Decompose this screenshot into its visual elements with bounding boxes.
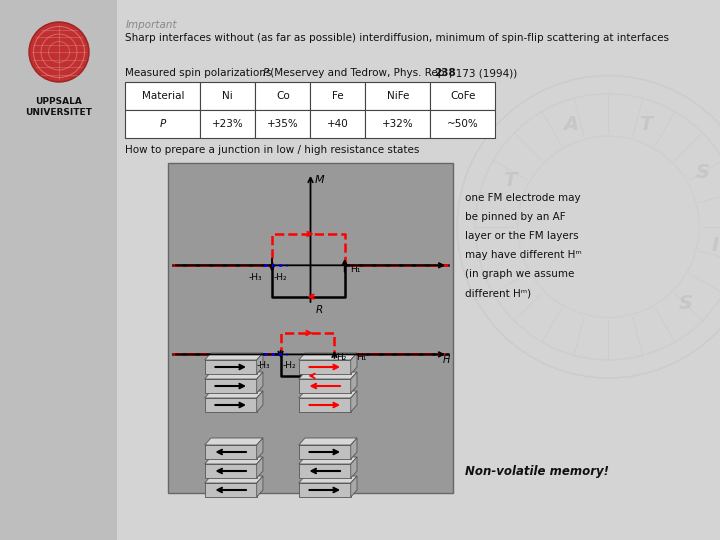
Polygon shape	[204, 438, 263, 445]
Text: ~50%: ~50%	[447, 119, 479, 129]
Bar	[204, 360, 257, 374]
Polygon shape	[299, 457, 357, 464]
Polygon shape	[299, 372, 357, 379]
Polygon shape	[204, 391, 263, 398]
Text: (in graph we assume: (in graph we assume	[465, 269, 575, 279]
Text: H₁: H₁	[356, 353, 366, 362]
Polygon shape	[351, 391, 357, 412]
Text: R: R	[315, 305, 323, 315]
Polygon shape	[299, 391, 357, 398]
Text: Co: Co	[276, 91, 289, 101]
Text: P: P	[160, 119, 166, 129]
Bar	[256, 82, 310, 110]
Text: S: S	[678, 294, 693, 313]
Polygon shape	[204, 476, 263, 483]
Text: -H₂: -H₂	[274, 273, 288, 282]
Text: H: H	[443, 355, 450, 366]
Text: T: T	[639, 115, 652, 134]
Text: (Meservey and Tedrow, Phys. Rep.: (Meservey and Tedrow, Phys. Rep.	[267, 68, 451, 78]
Text: , 173 (1994)): , 173 (1994))	[449, 68, 517, 78]
Text: Important: Important	[125, 20, 177, 30]
Bar	[168, 163, 453, 493]
Polygon shape	[204, 457, 263, 464]
Bar	[204, 464, 257, 478]
Text: layer or the FM layers: layer or the FM layers	[465, 231, 579, 241]
Text: Sharp interfaces without (as far as possible) interdiffusion, minimum of spin-fl: Sharp interfaces without (as far as poss…	[125, 33, 670, 43]
Polygon shape	[351, 438, 357, 459]
Text: M: M	[315, 175, 324, 185]
Text: different Hᵐ): different Hᵐ)	[465, 288, 531, 298]
Text: UPPSALA
UNIVERSITET: UPPSALA UNIVERSITET	[26, 97, 92, 117]
Bar	[125, 110, 200, 138]
Bar	[431, 110, 495, 138]
Bar	[365, 110, 431, 138]
Text: How to prepare a junction in low / high resistance states: How to prepare a junction in low / high …	[125, 145, 420, 155]
Text: Ni: Ni	[222, 91, 233, 101]
Bar	[204, 483, 257, 497]
Text: -H₃: -H₃	[248, 273, 262, 282]
Polygon shape	[351, 372, 357, 393]
Bar	[310, 82, 365, 110]
Polygon shape	[299, 438, 357, 445]
Polygon shape	[299, 353, 357, 360]
Polygon shape	[204, 372, 263, 379]
Text: may have different Hᵐ: may have different Hᵐ	[465, 250, 582, 260]
Bar	[204, 398, 257, 412]
Bar	[200, 82, 256, 110]
Text: +35%: +35%	[267, 119, 299, 129]
Bar	[299, 445, 351, 459]
Text: A: A	[564, 115, 579, 134]
Bar	[299, 379, 351, 393]
Text: 238: 238	[434, 68, 456, 78]
Bar	[299, 398, 351, 412]
Bar	[310, 110, 365, 138]
Bar	[0, 0, 117, 540]
Polygon shape	[351, 457, 357, 478]
Bar	[299, 360, 351, 374]
Text: Fe: Fe	[332, 91, 343, 101]
Text: S: S	[696, 163, 710, 182]
Polygon shape	[204, 353, 263, 360]
Polygon shape	[351, 476, 357, 497]
Polygon shape	[257, 457, 263, 478]
Text: +32%: +32%	[382, 119, 414, 129]
Polygon shape	[257, 438, 263, 459]
Text: +23%: +23%	[212, 119, 244, 129]
Bar	[431, 82, 495, 110]
Bar	[299, 483, 351, 497]
Bar	[299, 464, 351, 478]
Text: NiFe: NiFe	[387, 91, 409, 101]
Polygon shape	[257, 372, 263, 393]
Text: T: T	[503, 171, 516, 190]
Text: Material: Material	[142, 91, 184, 101]
Polygon shape	[257, 391, 263, 412]
Text: Non-volatile memory!: Non-volatile memory!	[465, 465, 609, 478]
Text: P: P	[263, 68, 269, 78]
Bar	[256, 110, 310, 138]
Text: CoFe: CoFe	[450, 91, 475, 101]
Bar	[125, 82, 200, 110]
Circle shape	[29, 22, 89, 82]
Text: +40: +40	[327, 119, 348, 129]
Text: -H₃: -H₃	[257, 361, 271, 370]
Text: -H₂: -H₂	[282, 361, 296, 370]
Bar	[204, 379, 257, 393]
Bar	[365, 82, 431, 110]
Text: be pinned by an AF: be pinned by an AF	[465, 212, 566, 222]
Text: H₂: H₂	[336, 353, 347, 362]
Polygon shape	[351, 353, 357, 374]
Polygon shape	[257, 476, 263, 497]
Text: one FM electrode may: one FM electrode may	[465, 193, 580, 203]
Bar	[204, 445, 257, 459]
Text: Measured spin polarizations: Measured spin polarizations	[125, 68, 275, 78]
Polygon shape	[257, 353, 263, 374]
Bar	[200, 110, 256, 138]
Text: H₁: H₁	[350, 265, 360, 274]
Text: I: I	[712, 236, 719, 255]
Polygon shape	[299, 476, 357, 483]
